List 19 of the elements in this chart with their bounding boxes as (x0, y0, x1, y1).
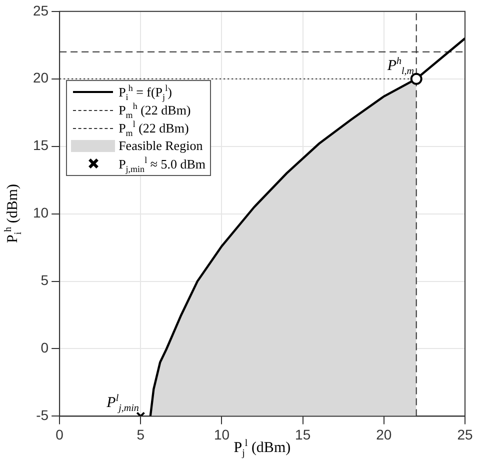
y-tick-label: 0 (40, 340, 49, 356)
y-tick-label: 5 (40, 272, 49, 288)
legend-label: P$_{i}$$^{h}$ = f(P$_{j}$$^{l}$) (118, 82, 172, 102)
y-tick-label: 20 (32, 70, 49, 86)
y-tick-label: 10 (32, 204, 49, 221)
y-tick-label: 25 (32, 2, 49, 18)
legend-label: P$_{m}$$^{h}$ (22 dBm) (118, 100, 191, 120)
x-tick-label: 25 (457, 426, 473, 442)
x-axis-title: P$_{j}$$^{l}$ (dBm) (234, 438, 291, 460)
x-tick-label: 0 (56, 426, 64, 442)
x-tick-label: 10 (214, 426, 230, 442)
legend-label: P$_{j,min}$$^{l}$ ≈ 5.0 dBm (118, 154, 206, 174)
legend-label: Feasible Region (118, 138, 203, 154)
x-tick-label: 20 (376, 426, 392, 442)
x-tick-label: 5 (136, 426, 145, 442)
y-tick-label: -5 (36, 407, 49, 424)
y-tick-label: 15 (32, 137, 49, 154)
legend-label: P$_{m}$$^{l}$ (22 dBm) (118, 118, 189, 138)
x-tick-label: 15 (295, 426, 311, 442)
